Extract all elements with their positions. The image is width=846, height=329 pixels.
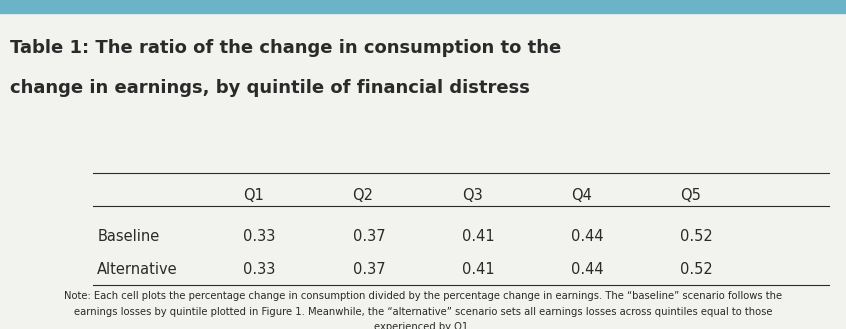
Text: 0.41: 0.41 — [462, 229, 494, 244]
Text: Q2: Q2 — [353, 188, 374, 203]
Text: 0.52: 0.52 — [680, 262, 712, 277]
Text: Q5: Q5 — [680, 188, 700, 203]
Text: 0.44: 0.44 — [571, 229, 603, 244]
Text: Note: Each cell plots the percentage change in consumption divided by the percen: Note: Each cell plots the percentage cha… — [64, 291, 782, 329]
Text: 0.33: 0.33 — [244, 229, 276, 244]
Text: 0.33: 0.33 — [244, 262, 276, 277]
Text: 0.37: 0.37 — [353, 262, 385, 277]
Text: Q3: Q3 — [462, 188, 482, 203]
Text: 0.37: 0.37 — [353, 229, 385, 244]
Text: 0.52: 0.52 — [680, 229, 712, 244]
Text: Q1: Q1 — [244, 188, 264, 203]
Text: Alternative: Alternative — [97, 262, 178, 277]
Text: Q4: Q4 — [571, 188, 591, 203]
Text: 0.41: 0.41 — [462, 262, 494, 277]
Text: 0.44: 0.44 — [571, 262, 603, 277]
Text: Baseline: Baseline — [97, 229, 160, 244]
Bar — [0, 0, 846, 13]
Text: change in earnings, by quintile of financial distress: change in earnings, by quintile of finan… — [10, 79, 530, 97]
Text: Table 1: The ratio of the change in consumption to the: Table 1: The ratio of the change in cons… — [10, 39, 562, 58]
